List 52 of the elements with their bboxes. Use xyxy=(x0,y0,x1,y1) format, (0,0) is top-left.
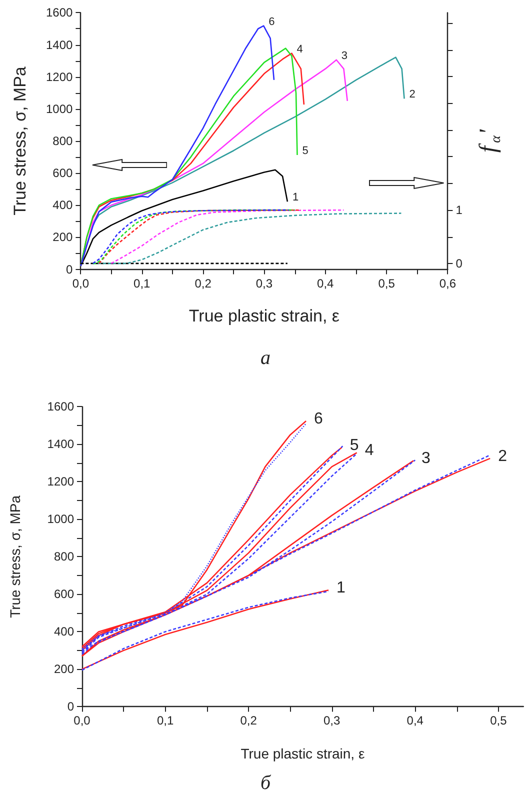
text: б xyxy=(260,772,272,794)
x-tick-label: 0,5 xyxy=(378,276,396,290)
x-tick-label: 0,3 xyxy=(256,276,273,290)
y-tick-label: 400 xyxy=(54,624,74,639)
annotation: 1 xyxy=(292,192,299,204)
x-axis-title: True plastic strain, ε xyxy=(240,746,365,762)
x-tick-label: 0,6 xyxy=(439,276,456,290)
y-tick-label: 200 xyxy=(54,662,74,676)
x-tick-label: 0,0 xyxy=(72,276,90,290)
x-tick-label: 0,1 xyxy=(134,276,151,290)
y2-tick-label: 1 xyxy=(456,203,463,218)
annotation: 5 xyxy=(350,436,359,454)
y-tick-label: 800 xyxy=(52,134,74,148)
y-tick-label: 1200 xyxy=(47,474,74,489)
y-tick-label: 400 xyxy=(52,198,74,212)
x-tick-label: 0,1 xyxy=(156,714,174,728)
y-tick-label: 1000 xyxy=(46,102,74,116)
annotation: 2 xyxy=(409,88,416,101)
y-tick-label: 800 xyxy=(54,550,74,564)
y-tick-label: 600 xyxy=(52,166,74,180)
y-tick-label: 0 xyxy=(67,700,74,714)
x-tick-label: 0,5 xyxy=(490,714,508,728)
annotation: 3 xyxy=(341,50,348,62)
y-tick-label: 200 xyxy=(52,230,74,244)
y-tick-label: 0 xyxy=(66,262,74,276)
annotation: 4 xyxy=(296,43,303,56)
y-tick-label: 1200 xyxy=(46,70,74,84)
annotation: 6 xyxy=(314,410,324,428)
y2-tick-label: 0 xyxy=(456,256,463,270)
y-tick-label: 1400 xyxy=(46,38,74,52)
annotation: 5 xyxy=(302,144,308,157)
text: а xyxy=(260,347,270,369)
annotation: 2 xyxy=(498,448,508,465)
annotation: 3 xyxy=(421,450,430,468)
y-tick-label: 1000 xyxy=(47,512,74,526)
y-tick-label: 1600 xyxy=(47,400,74,414)
x-tick-label: 0,4 xyxy=(406,714,424,728)
x-tick-label: 0,0 xyxy=(74,714,91,728)
x-tick-label: 0,2 xyxy=(194,276,212,290)
annotation: 4 xyxy=(364,442,374,460)
y-tick-label: 1600 xyxy=(46,6,74,20)
x-tick-label: 0,4 xyxy=(317,276,334,290)
x-tick-label: 0,2 xyxy=(240,714,258,728)
y-tick-label: 1400 xyxy=(47,437,74,452)
y2-axis-title: fα' xyxy=(476,128,504,153)
y-tick-label: 600 xyxy=(54,587,74,602)
y-axis-title: True stress, σ, MPa xyxy=(7,495,23,618)
annotation: 6 xyxy=(268,16,275,28)
y-axis-title: True stress, σ, MPa xyxy=(10,66,30,216)
x-tick-label: 0,3 xyxy=(324,714,341,728)
annotation: 1 xyxy=(336,580,346,597)
x-axis-title: True plastic strain, ε xyxy=(188,306,340,326)
